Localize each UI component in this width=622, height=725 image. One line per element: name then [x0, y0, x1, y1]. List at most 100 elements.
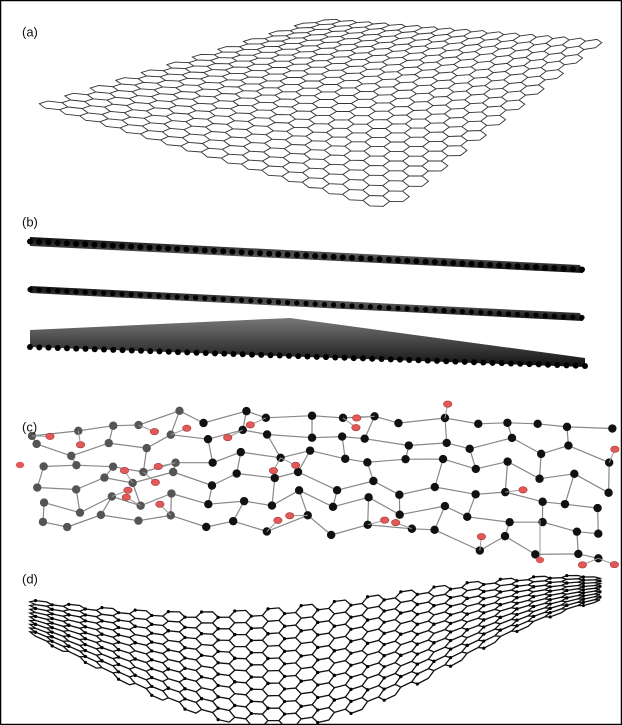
atom: [415, 602, 419, 606]
atom: [450, 308, 456, 314]
atom: [548, 598, 552, 602]
atom: [349, 303, 355, 309]
oxygen-atom: [273, 516, 283, 524]
atom: [563, 362, 570, 369]
atom: [415, 632, 419, 636]
atom: [514, 263, 521, 270]
atom: [116, 625, 121, 630]
atom: [465, 581, 469, 585]
atom: [247, 249, 254, 256]
carbon-atom: [39, 498, 49, 507]
carbon-atom: [63, 522, 72, 532]
atom: [431, 259, 438, 266]
atom: [100, 605, 104, 610]
atom: [116, 655, 121, 659]
atom: [303, 252, 309, 259]
atom: [299, 604, 303, 608]
atom: [349, 615, 353, 619]
atom: [116, 662, 121, 667]
atom: [284, 251, 291, 258]
atom: [448, 638, 453, 643]
atom: [382, 642, 386, 647]
atom: [216, 615, 220, 619]
atom: [216, 627, 220, 631]
atom: [332, 649, 336, 653]
atom: [581, 600, 585, 604]
carbon-atom: [267, 501, 277, 510]
atom: [266, 607, 270, 611]
carbon-atom: [560, 499, 570, 509]
atom: [312, 252, 319, 259]
atom: [83, 654, 87, 659]
atom: [91, 241, 98, 248]
atom: [415, 357, 422, 364]
atom: [83, 648, 87, 653]
atom: [331, 302, 337, 308]
atom: [387, 356, 394, 363]
atom: [517, 360, 524, 367]
atom: [515, 601, 519, 605]
atom: [448, 664, 453, 668]
atom: [461, 358, 468, 365]
atom: [83, 660, 87, 665]
atom: [67, 613, 71, 617]
carbon-atom: [369, 476, 378, 486]
atom: [349, 675, 353, 679]
atom: [448, 656, 453, 660]
atom: [448, 647, 453, 651]
carbon-atom: [533, 419, 542, 429]
atom: [581, 597, 585, 601]
atom: [548, 576, 552, 580]
atom: [399, 674, 403, 679]
panel-label: (d): [22, 571, 38, 586]
atom: [422, 258, 429, 265]
oxygen-atom: [380, 516, 390, 524]
oxygen-atom: [577, 561, 587, 569]
atom: [166, 667, 170, 671]
atom: [548, 580, 552, 585]
carbon-atom: [404, 441, 413, 450]
oxygen-atom: [182, 424, 192, 432]
atom: [266, 706, 270, 710]
atom: [399, 653, 403, 657]
carbon-atom: [471, 464, 481, 474]
oxygen-atom: [352, 414, 362, 422]
oxygen-atom: [476, 533, 486, 541]
carbon-atom: [199, 418, 208, 428]
atom: [450, 259, 457, 266]
atom: [316, 633, 320, 637]
atom: [378, 356, 385, 363]
atom: [212, 350, 218, 357]
atom: [83, 643, 87, 647]
atom: [548, 585, 552, 589]
atom: [415, 612, 419, 616]
atom: [316, 708, 320, 712]
panel-label: (a): [22, 24, 38, 39]
oxygen-atom: [391, 519, 401, 527]
atom: [150, 684, 154, 689]
atom: [531, 585, 536, 589]
atom: [569, 266, 576, 273]
atom: [551, 313, 558, 319]
atom: [332, 624, 336, 628]
oxygen-atom: [119, 466, 129, 474]
atom: [230, 350, 237, 357]
carbon-atom: [465, 444, 474, 454]
oxygen-atom: [121, 493, 131, 501]
atom: [100, 659, 104, 663]
carbon-atom: [294, 486, 304, 495]
atom: [54, 239, 61, 246]
atom: [399, 611, 403, 615]
atom: [498, 628, 502, 632]
atom: [515, 590, 519, 594]
atom: [469, 309, 475, 315]
atom: [339, 254, 346, 261]
atom: [133, 657, 137, 661]
atom: [73, 240, 79, 247]
atom: [448, 587, 453, 591]
atom: [515, 612, 519, 617]
atom: [382, 698, 386, 702]
carbon-atom: [507, 433, 517, 443]
atom: [487, 310, 493, 316]
atom: [50, 635, 54, 639]
